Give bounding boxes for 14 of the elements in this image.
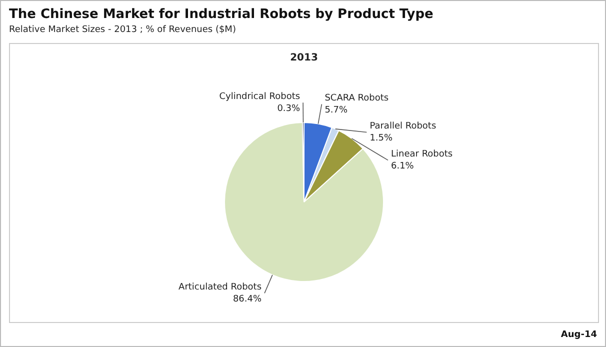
chart-title: The Chinese Market for Industrial Robots by Product Type (9, 7, 434, 22)
chart-subtitle: Relative Market Sizes - 2013 ; % of Revenues ($M) (9, 25, 236, 35)
slice-label: Linear Robots (390, 150, 453, 160)
text: Aug-14 (560, 330, 597, 340)
text: 2013 (290, 52, 318, 64)
data-label: 1.5% (370, 134, 394, 144)
data-label: 86.4% (232, 294, 262, 305)
slice-label: Articulated Robots (178, 282, 262, 293)
slice-label: SCARA Robots (324, 94, 389, 104)
slice-label: Cylindrical Robots (219, 92, 300, 102)
data-label: 0.3% (277, 104, 300, 114)
data-label: 5.7% (324, 106, 348, 116)
data-label: 6.1% (390, 162, 414, 172)
slice-label: Parallel Robots (370, 122, 436, 132)
